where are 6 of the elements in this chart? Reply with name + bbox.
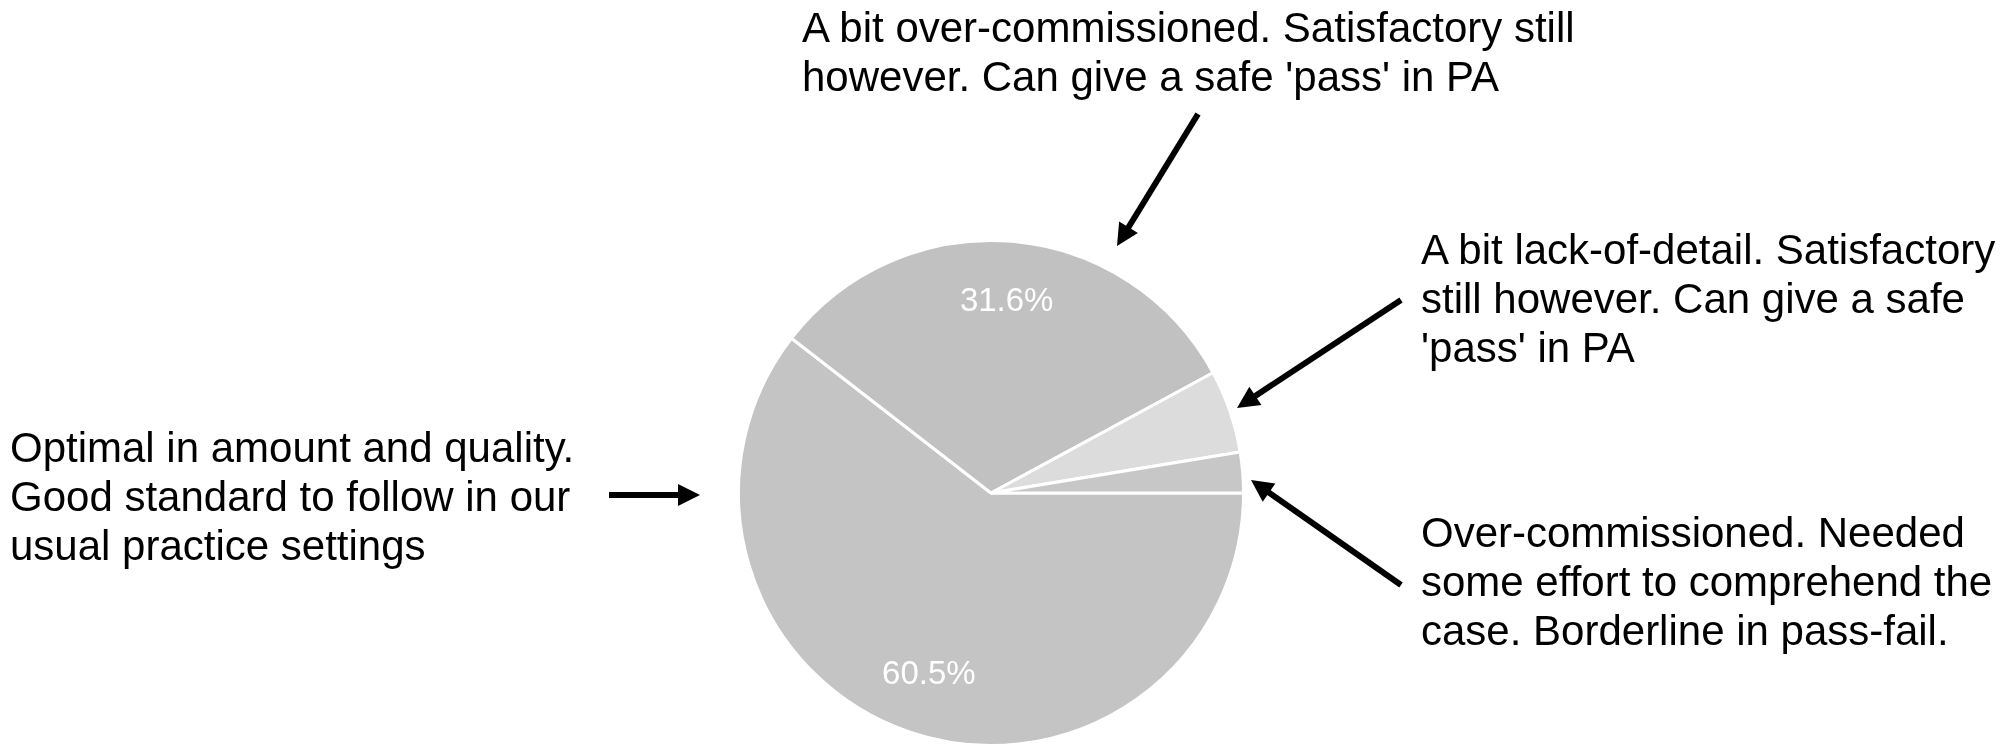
slice-label: Optimal in amount and quality. Good standard to follow in our usual practice settings [10,423,576,570]
slice-label: A bit over-commissioned. Satisfactory still however. Can give a safe 'pass' in PA [802,3,1576,101]
data-label: 31.6% [959,280,1054,318]
slice-label: Over-commissioned. Needed some effort to comprehend the case. Borderline in pass-fail. [1421,508,1994,655]
slice-label: A bit lack-of-detail. Satisfactory still however. Can give a safe 'pass' in PA [1421,225,1997,372]
data-label: 60.5% [882,653,976,691]
